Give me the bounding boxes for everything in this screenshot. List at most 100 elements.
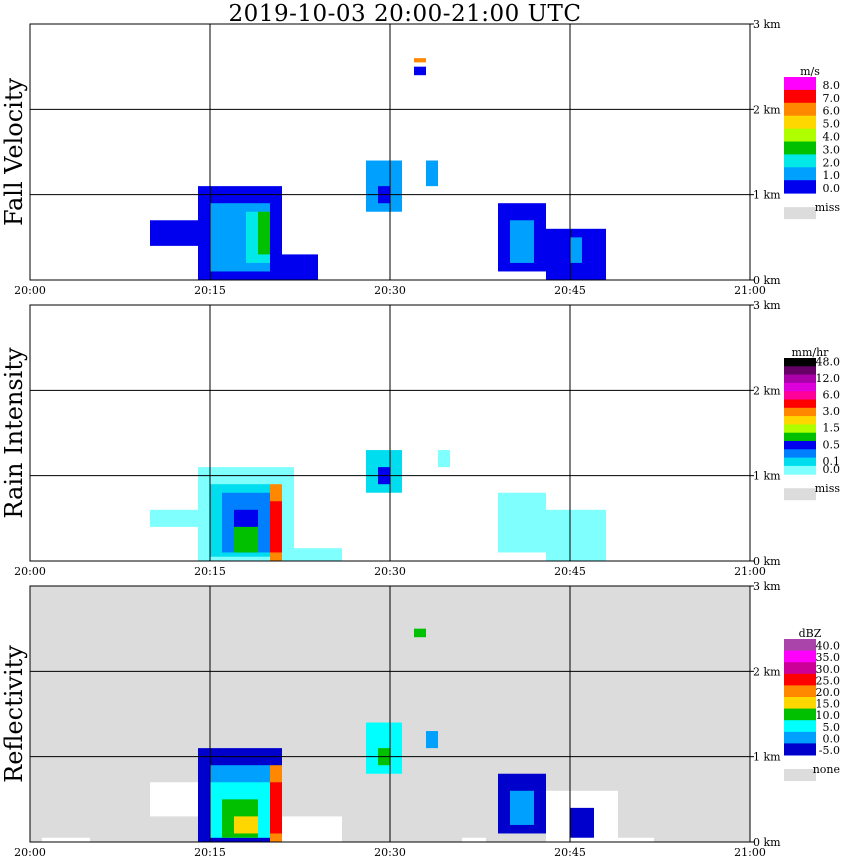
legend-label: 1.5 bbox=[823, 422, 841, 435]
y-tick-label: 2 km bbox=[753, 103, 781, 116]
echo-cell bbox=[234, 526, 258, 553]
echo-cell bbox=[570, 807, 594, 838]
echo-cell bbox=[234, 816, 258, 834]
echo-cell bbox=[462, 837, 486, 842]
y-tick-label: 3 km bbox=[753, 299, 781, 312]
x-tick-label: 21:00 bbox=[734, 846, 766, 859]
legend-swatch bbox=[784, 382, 816, 392]
echo-cell bbox=[426, 160, 438, 187]
x-tick-label: 20:45 bbox=[554, 846, 586, 859]
legend-swatch bbox=[784, 650, 816, 663]
x-tick-label: 20:45 bbox=[554, 565, 586, 578]
legend-label: -5.0 bbox=[819, 744, 840, 757]
legend-swatch bbox=[784, 731, 816, 744]
plot-frame bbox=[29, 304, 751, 562]
legend-label: 1.0 bbox=[823, 169, 841, 182]
x-tick-label: 20:00 bbox=[14, 284, 46, 297]
x-tick-label: 20:00 bbox=[14, 565, 46, 578]
legend-swatch bbox=[784, 366, 816, 376]
legend-swatch bbox=[784, 141, 816, 155]
plot-frame bbox=[29, 585, 751, 843]
y-tick-label: 0 km bbox=[753, 555, 781, 568]
legend-label: 5.0 bbox=[823, 721, 841, 734]
legend-unit: m/s bbox=[800, 65, 820, 78]
y-axis-label: Reflectivity bbox=[0, 645, 28, 783]
legend-label: 15.0 bbox=[816, 698, 841, 711]
legend-missing-label: none bbox=[813, 763, 840, 776]
echo-cell bbox=[414, 66, 426, 76]
legend-label: 0.5 bbox=[823, 438, 841, 451]
legend-label: 40.0 bbox=[816, 640, 841, 653]
legend-swatch bbox=[784, 697, 816, 710]
legend-swatch bbox=[784, 167, 816, 181]
echo-cell bbox=[150, 220, 198, 246]
x-tick-label: 20:00 bbox=[14, 846, 46, 859]
legend-label: 25.0 bbox=[816, 674, 841, 687]
legend-missing-swatch bbox=[784, 769, 816, 781]
legend-swatch bbox=[784, 685, 816, 698]
legend-swatch bbox=[784, 673, 816, 686]
legend-label: 20.0 bbox=[816, 686, 841, 699]
y-tick-label: 0 km bbox=[753, 274, 781, 287]
echo-cell bbox=[498, 492, 546, 553]
y-tick-label: 2 km bbox=[753, 384, 781, 397]
echo-cell bbox=[426, 731, 438, 749]
legend-swatch bbox=[784, 465, 816, 475]
y-tick-label: 1 km bbox=[753, 751, 781, 764]
page-title: 2019-10-03 20:00-21:00 UTC bbox=[228, 1, 582, 27]
y-tick-label: 3 km bbox=[753, 18, 781, 31]
legend-swatch bbox=[784, 639, 816, 652]
legend-label: 7.0 bbox=[823, 92, 841, 105]
legend-label: 4.0 bbox=[823, 131, 841, 144]
echo-cell bbox=[414, 58, 426, 63]
legend-swatch bbox=[784, 720, 816, 733]
legend-label: 35.0 bbox=[816, 651, 841, 664]
echo-cell bbox=[282, 254, 318, 280]
echo-cell bbox=[366, 722, 402, 774]
y-tick-label: 3 km bbox=[753, 580, 781, 593]
legend-missing-label: miss bbox=[815, 482, 841, 495]
legend-swatch bbox=[784, 399, 816, 409]
echo-cell bbox=[570, 237, 582, 263]
legend-swatch bbox=[784, 441, 816, 450]
legend-swatch bbox=[784, 662, 816, 675]
legend-missing-swatch bbox=[784, 488, 816, 501]
legend-swatch bbox=[784, 424, 816, 434]
x-tick-label: 20:15 bbox=[194, 846, 226, 859]
x-tick-label: 20:15 bbox=[194, 565, 226, 578]
legend-label: 30.0 bbox=[816, 663, 841, 676]
legend-label: 12.0 bbox=[816, 372, 841, 385]
legend-swatch bbox=[784, 743, 816, 756]
x-tick-label: 21:00 bbox=[734, 565, 766, 578]
plot-frame bbox=[29, 23, 751, 281]
legend-swatch bbox=[784, 89, 816, 104]
y-axis-label: Fall Velocity bbox=[0, 78, 28, 227]
legend-swatch bbox=[784, 708, 816, 721]
y-axis-label: Rain Intensity bbox=[0, 347, 28, 519]
legend-missing-swatch bbox=[784, 207, 816, 220]
echo-cell bbox=[510, 790, 534, 825]
echo-cell bbox=[510, 220, 534, 263]
echo-cell bbox=[258, 211, 270, 255]
echo-cell bbox=[414, 628, 426, 638]
echo-cell bbox=[270, 782, 282, 834]
echo-cell bbox=[606, 837, 654, 842]
legend-label: 0.0 bbox=[823, 182, 841, 195]
legend-swatch bbox=[784, 432, 816, 442]
legend-label: 0.0 bbox=[823, 732, 841, 745]
legend-label: 3.0 bbox=[823, 143, 841, 156]
legend-swatch bbox=[784, 449, 816, 459]
y-tick-label: 1 km bbox=[753, 470, 781, 483]
legend-swatch bbox=[784, 128, 816, 142]
x-tick-label: 20:30 bbox=[374, 284, 406, 297]
legend-swatch bbox=[784, 180, 816, 194]
echo-cell bbox=[150, 509, 198, 527]
legend-swatch bbox=[784, 457, 816, 467]
x-tick-label: 20:15 bbox=[194, 284, 226, 297]
legend-swatch bbox=[784, 358, 816, 367]
echo-cell bbox=[282, 548, 342, 561]
y-tick-label: 2 km bbox=[753, 665, 781, 678]
legend-swatch bbox=[784, 115, 816, 130]
echo-cell bbox=[438, 450, 450, 468]
